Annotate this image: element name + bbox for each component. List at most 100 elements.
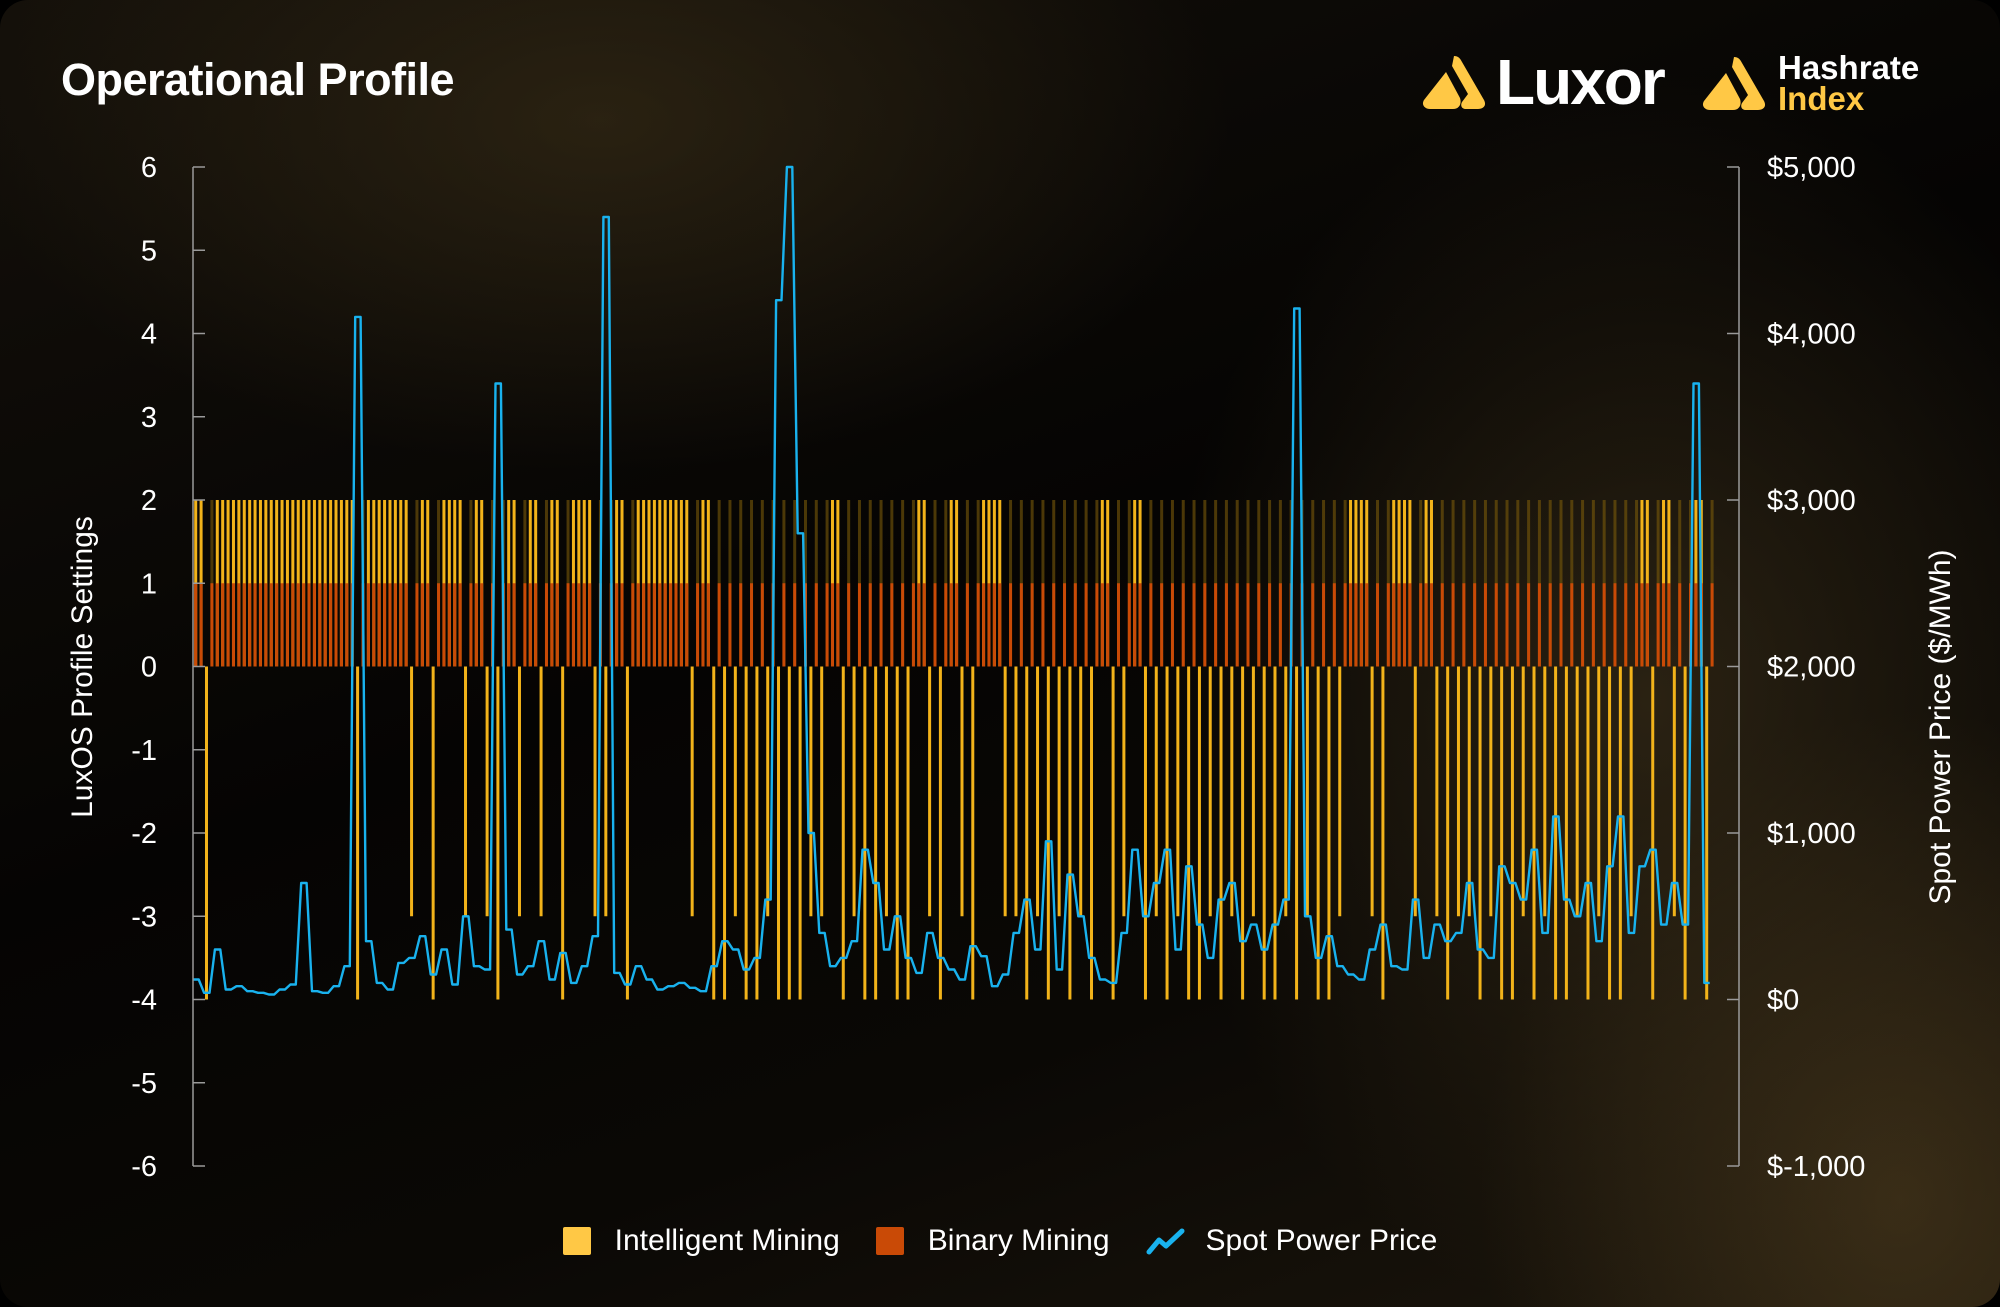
binary-mining-bar bbox=[1332, 583, 1336, 667]
binary-mining-bar bbox=[334, 583, 338, 667]
binary-mining-bar bbox=[1473, 583, 1477, 667]
y-tick-label: 0 bbox=[141, 652, 157, 684]
binary-mining-bar bbox=[318, 583, 322, 667]
y-tick-label: 5 bbox=[141, 235, 157, 267]
binary-mining-bar bbox=[258, 583, 262, 667]
price-line-layer bbox=[193, 165, 1710, 996]
binary-mining-bar bbox=[1149, 583, 1153, 667]
intelligent-mining-bar bbox=[593, 666, 597, 917]
binary-mining-bar bbox=[1559, 583, 1563, 667]
binary-mining-bar bbox=[1203, 583, 1207, 667]
binary-mining-bar bbox=[1656, 583, 1660, 667]
intelligent-mining-bar bbox=[1154, 666, 1158, 917]
binary-mining-bar bbox=[523, 583, 527, 667]
intelligent-mining-bar bbox=[1143, 666, 1147, 1000]
binary-mining-bar bbox=[760, 583, 764, 667]
binary-mining-bar bbox=[372, 583, 376, 667]
binary-mining-bar bbox=[1030, 583, 1034, 667]
intelligent-swatch bbox=[562, 1227, 591, 1255]
intelligent-mining-bar bbox=[1003, 666, 1007, 917]
legend-label: Spot Power Price bbox=[1205, 1224, 1438, 1257]
binary-mining-bar bbox=[1311, 583, 1315, 667]
binary-mining-bar bbox=[982, 583, 986, 667]
binary-mining-bar bbox=[739, 583, 743, 667]
luxor-wordmark: Luxor bbox=[1496, 46, 1666, 118]
binary-mining-bar bbox=[782, 583, 786, 667]
y2-tick-label: $4,000 bbox=[1767, 319, 1856, 351]
binary-mining-bar bbox=[388, 583, 392, 667]
binary-mining-bar bbox=[1635, 583, 1639, 667]
binary-mining-bar bbox=[955, 583, 959, 667]
binary-mining-bar bbox=[1537, 583, 1541, 667]
binary-mining-bar bbox=[998, 583, 1002, 667]
binary-mining-bar bbox=[1440, 583, 1444, 667]
y-axis-label: LuxOS Profile Settings bbox=[66, 516, 99, 818]
binary-mining-bar bbox=[1602, 583, 1606, 667]
y-tick-label: 3 bbox=[141, 402, 157, 434]
intelligent-mining-bar bbox=[1165, 666, 1169, 1000]
binary-mining-bar bbox=[901, 583, 905, 667]
binary-mining-bar bbox=[264, 583, 268, 667]
binary-mining-bar bbox=[253, 583, 257, 667]
binary-mining-bar bbox=[296, 583, 300, 667]
legend-label: Intelligent Mining bbox=[614, 1224, 840, 1257]
binary-mining-bar bbox=[706, 583, 710, 667]
intelligent-mining-bar bbox=[841, 666, 845, 1000]
binary-mining-bar bbox=[1246, 583, 1250, 667]
binary-mining-bar bbox=[215, 583, 219, 667]
intelligent-mining-bar bbox=[1586, 666, 1590, 1000]
binary-mining-bar bbox=[269, 583, 273, 667]
intelligent-mining-bar bbox=[733, 666, 737, 917]
binary-mining-bar bbox=[642, 583, 646, 667]
binary-mining-bar bbox=[696, 583, 700, 667]
binary-mining-bar bbox=[231, 583, 235, 667]
binary-mining-bar bbox=[1678, 583, 1682, 667]
binary-mining-bar bbox=[544, 583, 548, 667]
intelligent-mining-bar bbox=[960, 666, 964, 917]
binary-mining-bar bbox=[647, 583, 651, 667]
binary-mining-bar bbox=[404, 583, 408, 667]
intelligent-mining-bar bbox=[485, 666, 489, 917]
binary-mining-bar bbox=[1419, 583, 1423, 667]
binary-mining-bar bbox=[944, 583, 948, 667]
binary-mining-bar bbox=[1624, 583, 1628, 667]
intelligent-mining-bar bbox=[1316, 666, 1320, 1000]
intelligent-mining-bar bbox=[1456, 666, 1460, 917]
index-wordmark: Index bbox=[1778, 80, 1865, 118]
intelligent-mining-bar bbox=[884, 666, 888, 917]
intelligent-mining-bar bbox=[431, 666, 435, 1000]
intelligent-mining-bar bbox=[1618, 666, 1622, 1000]
binary-mining-bar bbox=[507, 583, 511, 667]
binary-mining-bar bbox=[1662, 583, 1666, 667]
intelligent-mining-bar bbox=[1057, 666, 1061, 917]
intelligent-mining-bar bbox=[1025, 666, 1029, 1000]
intelligent-mining-bar bbox=[1230, 666, 1234, 917]
binary-mining-bar bbox=[965, 583, 969, 667]
intelligent-mining-bar bbox=[1111, 666, 1115, 1000]
binary-mining-bar bbox=[1645, 583, 1649, 667]
binary-mining-bar bbox=[1073, 583, 1077, 667]
intelligent-mining-bar bbox=[1079, 666, 1083, 917]
binary-mining-bar bbox=[577, 583, 581, 667]
binary-mining-bar bbox=[1160, 583, 1164, 667]
legend-item-intelligent: Intelligent Mining bbox=[562, 1224, 840, 1258]
binary-mining-bar bbox=[345, 583, 349, 667]
intelligent-mining-bar bbox=[1500, 666, 1504, 1000]
binary-mining-bar bbox=[1424, 583, 1428, 667]
binary-mining-bar bbox=[652, 583, 656, 667]
binary-mining-bar bbox=[199, 583, 203, 667]
binary-mining-bar bbox=[949, 583, 953, 667]
intelligent-mining-bar bbox=[723, 666, 727, 1000]
binary-mining-bar bbox=[1570, 583, 1574, 667]
binary-mining-bar bbox=[1516, 583, 1520, 667]
intelligent-mining-bar bbox=[1370, 666, 1374, 917]
binary-mining-bar bbox=[1397, 583, 1401, 667]
binary-mining-bar bbox=[1063, 583, 1067, 667]
intelligent-mining-bar bbox=[1521, 666, 1525, 917]
intelligent-mining-bar bbox=[204, 666, 208, 1000]
intelligent-mining-bar bbox=[1413, 666, 1417, 917]
binary-mining-bar bbox=[221, 583, 225, 667]
binary-mining-bar bbox=[890, 583, 894, 667]
